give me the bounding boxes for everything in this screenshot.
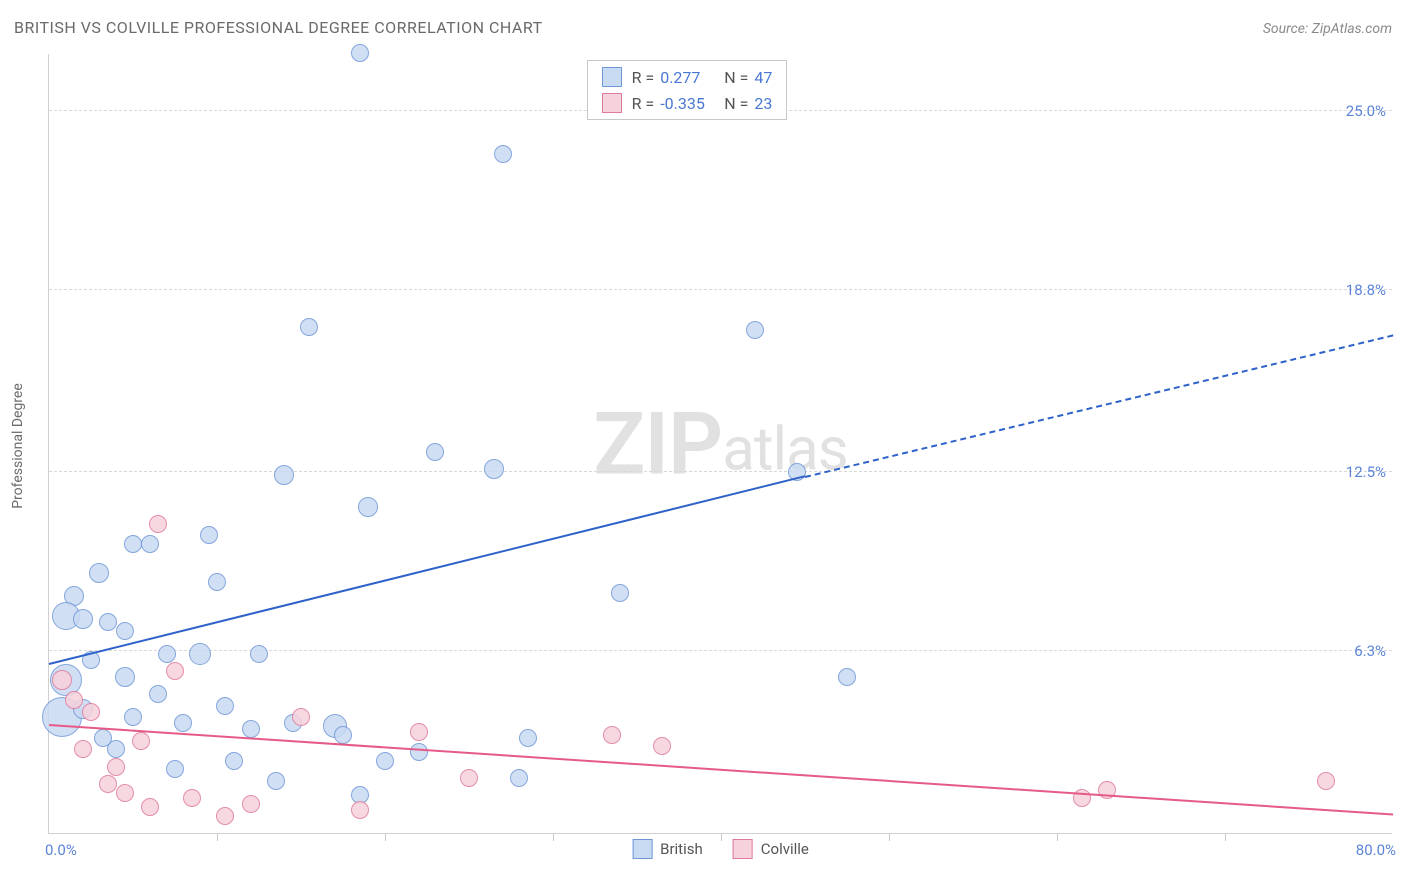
data-point: [242, 795, 260, 813]
data-point: [200, 526, 218, 544]
trend-line: [805, 334, 1393, 477]
y-tick-label: 25.0%: [1346, 102, 1386, 120]
legend-row: R =-0.335N =23: [602, 93, 773, 113]
legend-item: British: [632, 839, 703, 859]
data-point: [746, 321, 764, 339]
data-point: [89, 563, 109, 583]
data-point: [99, 613, 117, 631]
data-point: [510, 769, 528, 787]
data-point: [225, 752, 243, 770]
data-point: [603, 726, 621, 744]
data-point: [410, 743, 428, 761]
data-point: [141, 798, 159, 816]
data-point: [242, 720, 260, 738]
data-point: [426, 443, 444, 461]
data-point: [208, 573, 226, 591]
data-point: [158, 645, 176, 663]
data-point: [358, 497, 378, 517]
gridline: [49, 289, 1392, 290]
data-point: [174, 714, 192, 732]
data-point: [460, 769, 478, 787]
data-point: [351, 44, 369, 62]
title-bar: BRITISH VS COLVILLE PROFESSIONAL DEGREE …: [14, 18, 1392, 37]
data-point: [519, 729, 537, 747]
scatter-plot: ZIPatlas 6.3%12.5%18.8%25.0%0.0%80.0%R =…: [48, 54, 1392, 834]
data-point: [838, 668, 856, 686]
data-point: [300, 318, 318, 336]
legend-swatch: [602, 67, 622, 87]
data-point: [166, 760, 184, 778]
series-legend: British Colville: [632, 839, 809, 859]
gridline: [49, 471, 1392, 472]
x-max-label: 80.0%: [1356, 841, 1396, 859]
watermark: ZIPatlas: [593, 393, 847, 494]
data-point: [124, 708, 142, 726]
data-point: [494, 145, 512, 163]
trend-line: [49, 476, 805, 666]
data-point: [216, 807, 234, 825]
data-point: [274, 465, 294, 485]
y-axis-label: Professional Degree: [10, 383, 26, 509]
data-point: [65, 691, 83, 709]
legend-stats: R =-0.335N =23: [632, 94, 773, 113]
x-tick: [217, 833, 218, 841]
watermark-big: ZIP: [593, 393, 722, 494]
data-point: [653, 737, 671, 755]
legend-swatch: [602, 93, 622, 113]
data-point: [189, 643, 211, 665]
data-point: [376, 752, 394, 770]
data-point: [116, 622, 134, 640]
y-tick-label: 6.3%: [1354, 642, 1386, 660]
data-point: [410, 723, 428, 741]
x-tick: [385, 833, 386, 841]
y-tick-label: 18.8%: [1346, 281, 1386, 299]
data-point: [149, 685, 167, 703]
y-tick-label: 12.5%: [1346, 463, 1386, 481]
data-point: [334, 726, 352, 744]
legend-item: Colville: [733, 839, 809, 859]
data-point: [99, 775, 117, 793]
data-point: [1317, 772, 1335, 790]
data-point: [73, 609, 93, 629]
legend-swatch: [733, 839, 753, 859]
data-point: [94, 729, 112, 747]
legend-swatch: [632, 839, 652, 859]
legend-label: British: [660, 840, 703, 858]
data-point: [82, 703, 100, 721]
legend-row: R =0.277N =47: [602, 67, 773, 87]
correlation-legend: R =0.277N =47 R =-0.335N =23: [587, 60, 788, 120]
data-point: [74, 740, 92, 758]
data-point: [216, 697, 234, 715]
data-point: [141, 535, 159, 553]
legend-stats: R =0.277N =47: [632, 68, 773, 87]
data-point: [132, 732, 150, 750]
data-point: [250, 645, 268, 663]
legend-label: Colville: [761, 840, 809, 858]
data-point: [292, 708, 310, 726]
source-label: Source: ZipAtlas.com: [1263, 21, 1392, 37]
x-tick: [1225, 833, 1226, 841]
x-min-label: 0.0%: [45, 841, 77, 859]
data-point: [484, 459, 504, 479]
data-point: [115, 667, 135, 687]
x-tick: [1057, 833, 1058, 841]
data-point: [124, 535, 142, 553]
data-point: [611, 584, 629, 602]
x-tick: [889, 833, 890, 841]
data-point: [267, 772, 285, 790]
chart-title: BRITISH VS COLVILLE PROFESSIONAL DEGREE …: [14, 18, 543, 37]
data-point: [52, 670, 72, 690]
watermark-small: atlas: [722, 413, 847, 484]
data-point: [351, 801, 369, 819]
data-point: [107, 758, 125, 776]
data-point: [116, 784, 134, 802]
data-point: [149, 515, 167, 533]
x-tick: [553, 833, 554, 841]
data-point: [183, 789, 201, 807]
data-point: [166, 662, 184, 680]
